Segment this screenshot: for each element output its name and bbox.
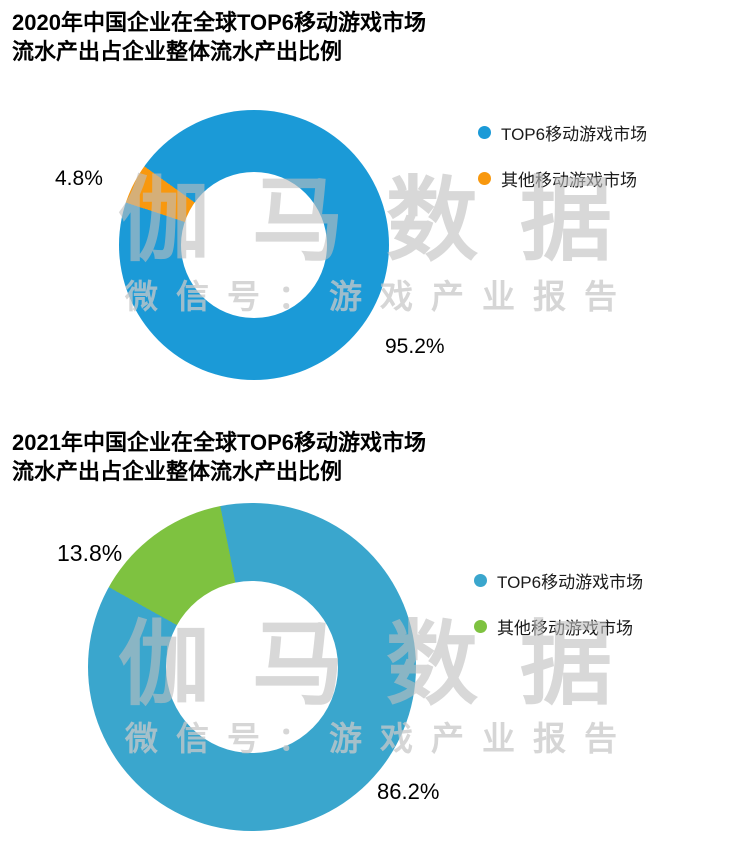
donut-chart-2020 (119, 110, 389, 380)
chart-title-2021: 2021年中国企业在全球TOP6移动游戏市场 流水产出占企业整体流水产出比例 (12, 428, 426, 486)
percent-label-top6-2020: 95.2% (385, 335, 445, 358)
legend-2021: TOP6移动游戏市场 其他移动游戏市场 (474, 568, 643, 639)
percent-label-other-2021: 13.8% (57, 540, 123, 566)
legend-2020: TOP6移动游戏市场 其他移动游戏市场 (478, 120, 647, 191)
percent-label-top6-2021: 86.2% (377, 779, 440, 804)
chart-title-2021-line1: 2021年中国企业在全球TOP6移动游戏市场 (12, 430, 427, 455)
legend-label-top6: TOP6移动游戏市场 (497, 573, 644, 592)
percent-label-other-2020: 4.8% (55, 167, 103, 190)
legend-label-other: 其他移动游戏市场 (497, 619, 633, 638)
chart-title-2020-line2: 流水产出占企业整体流水产出比例 (12, 39, 343, 64)
legend-dot-icon (478, 126, 491, 139)
donut-hole (181, 172, 327, 318)
chart-title-2020: 2020年中国企业在全球TOP6移动游戏市场 流水产出占企业整体流水产出比例 (12, 8, 426, 66)
legend-item-other-2021: 其他移动游戏市场 (474, 614, 643, 639)
legend-label-other: 其他移动游戏市场 (501, 171, 637, 190)
chart-title-2021-line2: 流水产出占企业整体流水产出比例 (12, 459, 343, 484)
chart-title-2020-line1: 2020年中国企业在全球TOP6移动游戏市场 (12, 10, 427, 35)
donut-chart-2021 (88, 503, 416, 831)
legend-dot-icon (474, 620, 487, 633)
legend-item-top6-2021: TOP6移动游戏市场 (474, 568, 643, 593)
legend-item-top6-2020: TOP6移动游戏市场 (478, 120, 647, 145)
donut-hole (166, 581, 338, 753)
legend-label-top6: TOP6移动游戏市场 (501, 125, 648, 144)
legend-dot-icon (478, 172, 491, 185)
legend-dot-icon (474, 574, 487, 587)
legend-item-other-2020: 其他移动游戏市场 (478, 166, 647, 191)
